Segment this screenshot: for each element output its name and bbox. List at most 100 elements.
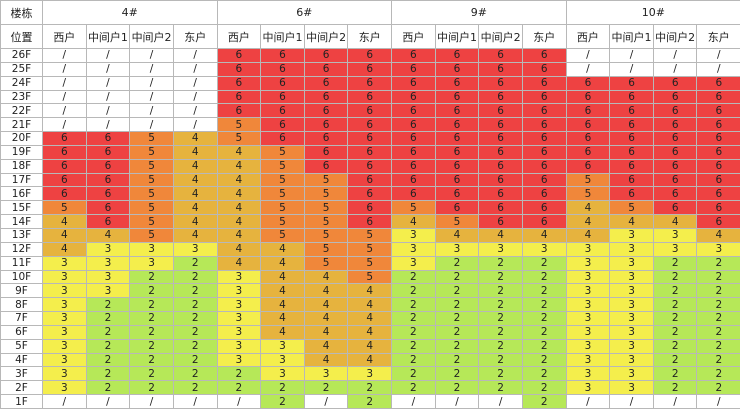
value-cell: 2 xyxy=(348,381,392,395)
value-cell: 6 xyxy=(653,132,697,146)
value-cell: 5 xyxy=(130,215,174,229)
floor-label: 4F xyxy=(1,353,43,367)
value-cell: 3 xyxy=(43,353,87,367)
value-cell: 6 xyxy=(435,173,479,187)
value-cell: 2 xyxy=(435,270,479,284)
value-cell: 5 xyxy=(610,201,654,215)
value-cell: / xyxy=(566,395,610,409)
value-cell: 6 xyxy=(304,118,348,132)
value-cell: 3 xyxy=(610,242,654,256)
value-cell: 5 xyxy=(348,242,392,256)
value-cell: 2 xyxy=(130,339,174,353)
value-cell: 2 xyxy=(653,312,697,326)
value-cell: / xyxy=(43,62,87,76)
value-cell: 2 xyxy=(479,339,523,353)
value-cell: 3 xyxy=(304,367,348,381)
value-cell: 2 xyxy=(435,312,479,326)
value-cell: 6 xyxy=(697,159,740,173)
value-cell: 3 xyxy=(43,270,87,284)
floor-label: 9F xyxy=(1,284,43,298)
value-cell: 6 xyxy=(261,62,305,76)
value-cell: 2 xyxy=(173,325,217,339)
value-cell: 6 xyxy=(566,104,610,118)
value-cell: 3 xyxy=(653,242,697,256)
value-cell: / xyxy=(130,90,174,104)
value-cell: 2 xyxy=(653,270,697,284)
value-cell: 6 xyxy=(86,132,130,146)
value-cell: 2 xyxy=(173,256,217,270)
value-cell: 6 xyxy=(304,132,348,146)
value-cell: 4 xyxy=(217,256,261,270)
value-cell: 6 xyxy=(697,132,740,146)
value-cell: 6 xyxy=(392,90,436,104)
value-cell: / xyxy=(697,62,740,76)
value-cell: / xyxy=(86,49,130,63)
value-cell: 3 xyxy=(130,242,174,256)
value-cell: 6 xyxy=(43,173,87,187)
value-cell: / xyxy=(697,49,740,63)
value-cell: 2 xyxy=(392,298,436,312)
value-cell: 5 xyxy=(217,132,261,146)
value-cell: 6 xyxy=(697,187,740,201)
value-cell: / xyxy=(610,395,654,409)
value-cell: 3 xyxy=(217,353,261,367)
value-cell: 5 xyxy=(261,201,305,215)
value-cell: 6 xyxy=(610,76,654,90)
floor-label: 22F xyxy=(1,104,43,118)
value-cell: 6 xyxy=(217,62,261,76)
value-cell: 6 xyxy=(435,76,479,90)
value-cell: 4 xyxy=(392,215,436,229)
value-cell: / xyxy=(86,62,130,76)
value-cell: 5 xyxy=(43,201,87,215)
value-cell: 6 xyxy=(479,49,523,63)
floor-label: 17F xyxy=(1,173,43,187)
value-cell: 5 xyxy=(261,145,305,159)
value-cell: 6 xyxy=(348,187,392,201)
value-cell: 4 xyxy=(261,298,305,312)
unit-header: 中间户2 xyxy=(479,25,523,49)
value-cell: 3 xyxy=(610,339,654,353)
value-cell: 2 xyxy=(130,284,174,298)
value-cell: / xyxy=(566,49,610,63)
value-cell: 4 xyxy=(217,228,261,242)
value-cell: 4 xyxy=(217,145,261,159)
value-cell: 2 xyxy=(86,367,130,381)
value-cell: 6 xyxy=(522,132,566,146)
value-cell: 2 xyxy=(522,395,566,409)
value-cell: / xyxy=(610,49,654,63)
value-cell: 2 xyxy=(86,325,130,339)
value-cell: 6 xyxy=(392,49,436,63)
value-cell: 6 xyxy=(304,104,348,118)
value-cell: 6 xyxy=(348,201,392,215)
value-cell: 3 xyxy=(217,312,261,326)
value-cell: 3 xyxy=(610,353,654,367)
value-cell: 3 xyxy=(261,339,305,353)
value-cell: 6 xyxy=(392,173,436,187)
value-cell: 2 xyxy=(653,367,697,381)
value-cell: / xyxy=(173,118,217,132)
value-cell: 4 xyxy=(173,215,217,229)
value-cell: 4 xyxy=(304,284,348,298)
value-cell: 6 xyxy=(653,76,697,90)
value-cell: 6 xyxy=(653,90,697,104)
value-cell: 6 xyxy=(610,173,654,187)
value-cell: 2 xyxy=(130,298,174,312)
value-cell: 3 xyxy=(392,256,436,270)
value-cell: 2 xyxy=(522,284,566,298)
unit-header: 中间户2 xyxy=(304,25,348,49)
value-cell: 4 xyxy=(217,215,261,229)
value-cell: 2 xyxy=(435,298,479,312)
value-cell: 6 xyxy=(479,159,523,173)
value-cell: 6 xyxy=(697,145,740,159)
